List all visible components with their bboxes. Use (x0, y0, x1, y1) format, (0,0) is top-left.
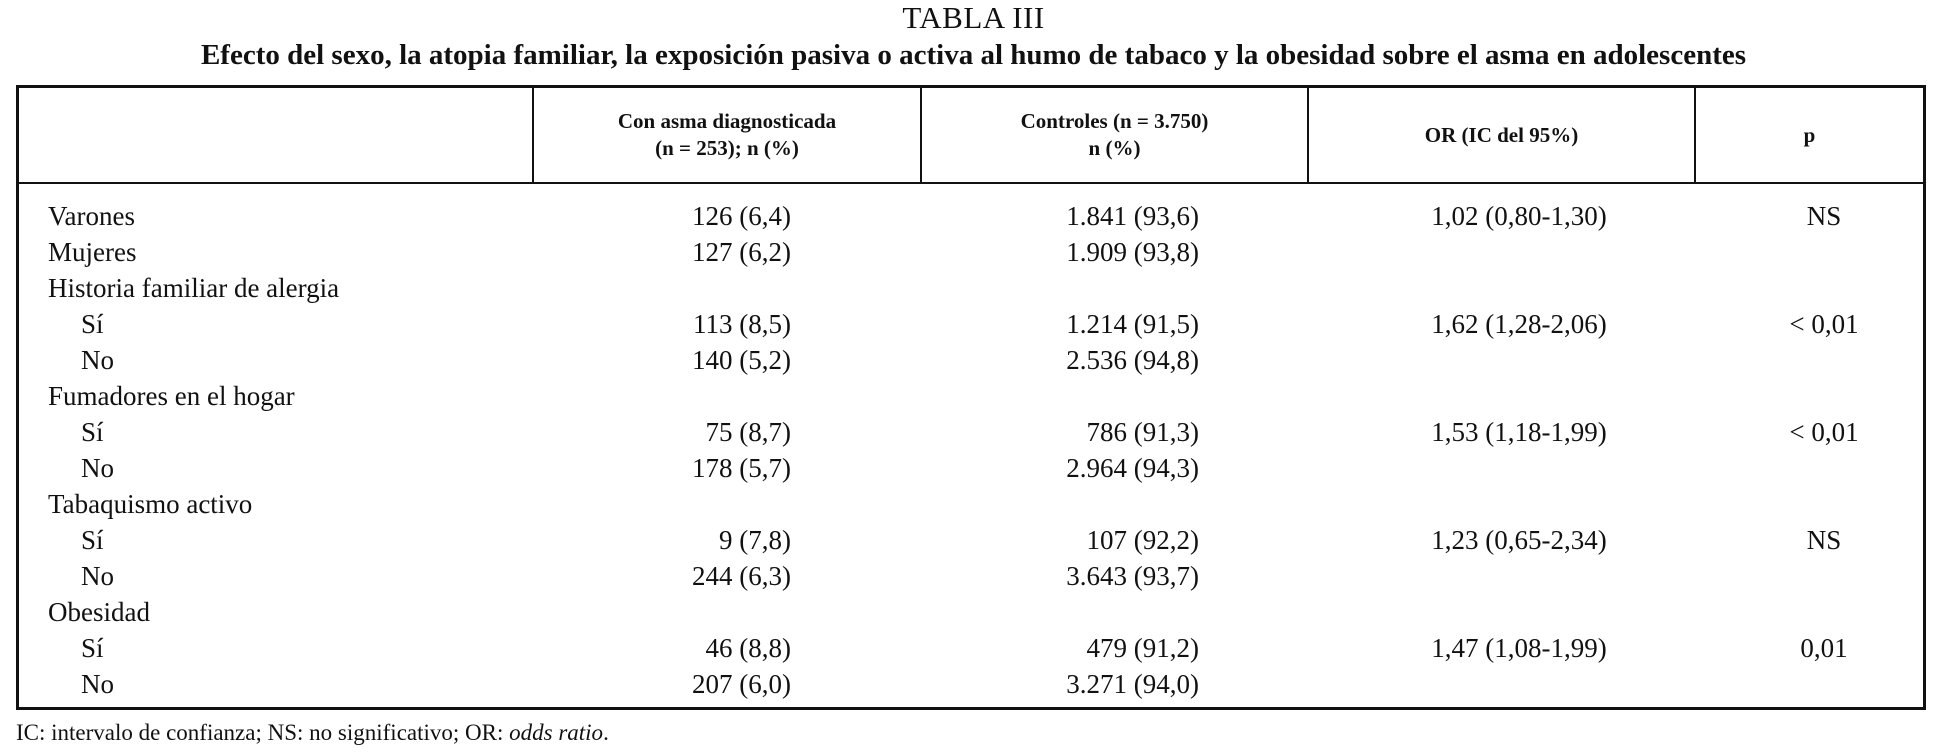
footnote-italic: odds ratio (509, 720, 604, 745)
data-table: Con asma diagnosticada (n = 253); n (%) … (16, 85, 1926, 710)
table-header-row: Con asma diagnosticada (n = 253); n (%) … (19, 88, 1923, 184)
cell-controles: 479 (91,2) (1086, 633, 1199, 663)
table-row: No 140 (5,2) 2.536 (94,8) (19, 342, 1923, 378)
cell-controles: 107 (92,2) (1086, 525, 1199, 555)
row-label: Tabaquismo activo (48, 489, 253, 519)
row-label: No (81, 561, 114, 591)
cell-controles: 2.536 (94,8) (1066, 345, 1199, 375)
cell-p: NS (1806, 525, 1842, 555)
table-row: No 244 (6,3) 3.643 (93,7) (19, 558, 1923, 594)
table-row: Varones 126 (6,4) 1.841 (93,6) 1,02 (0,80-1… (19, 198, 1923, 234)
header-or: OR (IC del 95%) (1307, 88, 1694, 182)
row-label: No (81, 453, 114, 483)
row-label: No (81, 669, 114, 699)
row-label: Sí (81, 525, 104, 555)
table-row: Sí 9 (7,8) 107 (92,2) 1,23 (0,65-2,34) NS (19, 522, 1923, 558)
row-label: Sí (81, 309, 104, 339)
cell-or: 1,47 (1,08-1,99) (1431, 633, 1607, 663)
row-label: Varones (48, 201, 135, 231)
table-row: Sí 75 (8,7) 786 (91,3) 1,53 (1,18-1,99) < 0,… (19, 414, 1923, 450)
row-label: No (81, 345, 114, 375)
cell-asma: 178 (5,7) (692, 453, 791, 483)
table-label: TABLA III (902, 0, 1045, 35)
cell-controles: 786 (91,3) (1086, 417, 1199, 447)
cell-p: NS (1806, 201, 1842, 231)
cell-asma: 113 (8,5) (693, 309, 791, 339)
cell-or: 1,62 (1,28-2,06) (1431, 309, 1607, 339)
header-asma-line1: Con asma diagnosticada (617, 109, 837, 133)
row-label: Sí (81, 633, 104, 663)
row-label: Historia familiar de alergia (48, 273, 340, 303)
cell-p: 0,01 (1800, 633, 1848, 663)
header-asma-line2: (n = 253); n (%) (655, 136, 799, 160)
cell-asma: 127 (6,2) (692, 237, 791, 267)
cell-asma: 9 (7,8) (719, 525, 791, 555)
header-p-label: p (1803, 122, 1816, 147)
row-label: Sí (81, 417, 104, 447)
table-row: Mujeres 127 (6,2) 1.909 (93,8) (19, 234, 1923, 270)
table-title: Efecto del sexo, la atopia familiar, la … (200, 39, 1747, 71)
cell-asma: 46 (8,8) (705, 633, 791, 663)
cell-asma: 140 (5,2) (692, 345, 791, 375)
table-row: Tabaquismo activo (19, 486, 1923, 522)
cell-asma: 207 (6,0) (692, 669, 791, 699)
cell-controles: 1.214 (91,5) (1066, 309, 1199, 339)
row-label: Fumadores en el hogar (48, 381, 295, 411)
header-asma: Con asma diagnosticada (n = 253); n (%) (532, 88, 920, 182)
table-row: No 207 (6,0) 3.271 (94,0) (19, 666, 1923, 702)
header-controles-line2: n (%) (1088, 136, 1141, 160)
cell-controles: 1.841 (93,6) (1066, 201, 1199, 231)
table-row: Sí 113 (8,5) 1.214 (91,5) 1,62 (1,28-2,06) <… (19, 306, 1923, 342)
cell-or: 1,23 (0,65-2,34) (1431, 525, 1607, 555)
cell-or: 1,02 (0,80-1,30) (1431, 201, 1607, 231)
table-row: Historia familiar de alergia (19, 270, 1923, 306)
table-row: No 178 (5,7) 2.964 (94,3) (19, 450, 1923, 486)
cell-controles: 2.964 (94,3) (1066, 453, 1199, 483)
cell-asma: 75 (8,7) (705, 417, 791, 447)
footnote-text: IC: intervalo de confianza; NS: no signi… (16, 720, 510, 745)
cell-controles: 1.909 (93,8) (1066, 237, 1199, 267)
cell-p: < 0,01 (1789, 417, 1859, 447)
cell-asma: 244 (6,3) (692, 561, 791, 591)
row-label: Obesidad (48, 597, 150, 627)
header-variable-empty (19, 88, 532, 182)
cell-controles: 3.271 (94,0) (1066, 669, 1199, 699)
header-p: p (1694, 88, 1923, 182)
row-label: Mujeres (48, 237, 137, 267)
table-row: Fumadores en el hogar (19, 378, 1923, 414)
cell-p: < 0,01 (1789, 309, 1859, 339)
cell-asma: 126 (6,4) (692, 201, 791, 231)
table-row: Sí 46 (8,8) 479 (91,2) 1,47 (1,08-1,99) 0,01 (19, 630, 1923, 666)
cell-controles: 3.643 (93,7) (1066, 561, 1199, 591)
header-controles: Controles (n = 3.750) n (%) (920, 88, 1307, 182)
table-row: Obesidad (19, 594, 1923, 630)
table-body: Varones 126 (6,4) 1.841 (93,6) 1,02 (0,80-1… (19, 198, 1923, 702)
header-controles-line1: Controles (n = 3.750) (1020, 109, 1209, 133)
table-footnote: IC: intervalo de confianza; NS: no signi… (16, 718, 609, 748)
header-or-label: OR (IC del 95%) (1424, 122, 1579, 147)
cell-or: 1,53 (1,18-1,99) (1431, 417, 1607, 447)
footnote-end: . (603, 720, 609, 745)
